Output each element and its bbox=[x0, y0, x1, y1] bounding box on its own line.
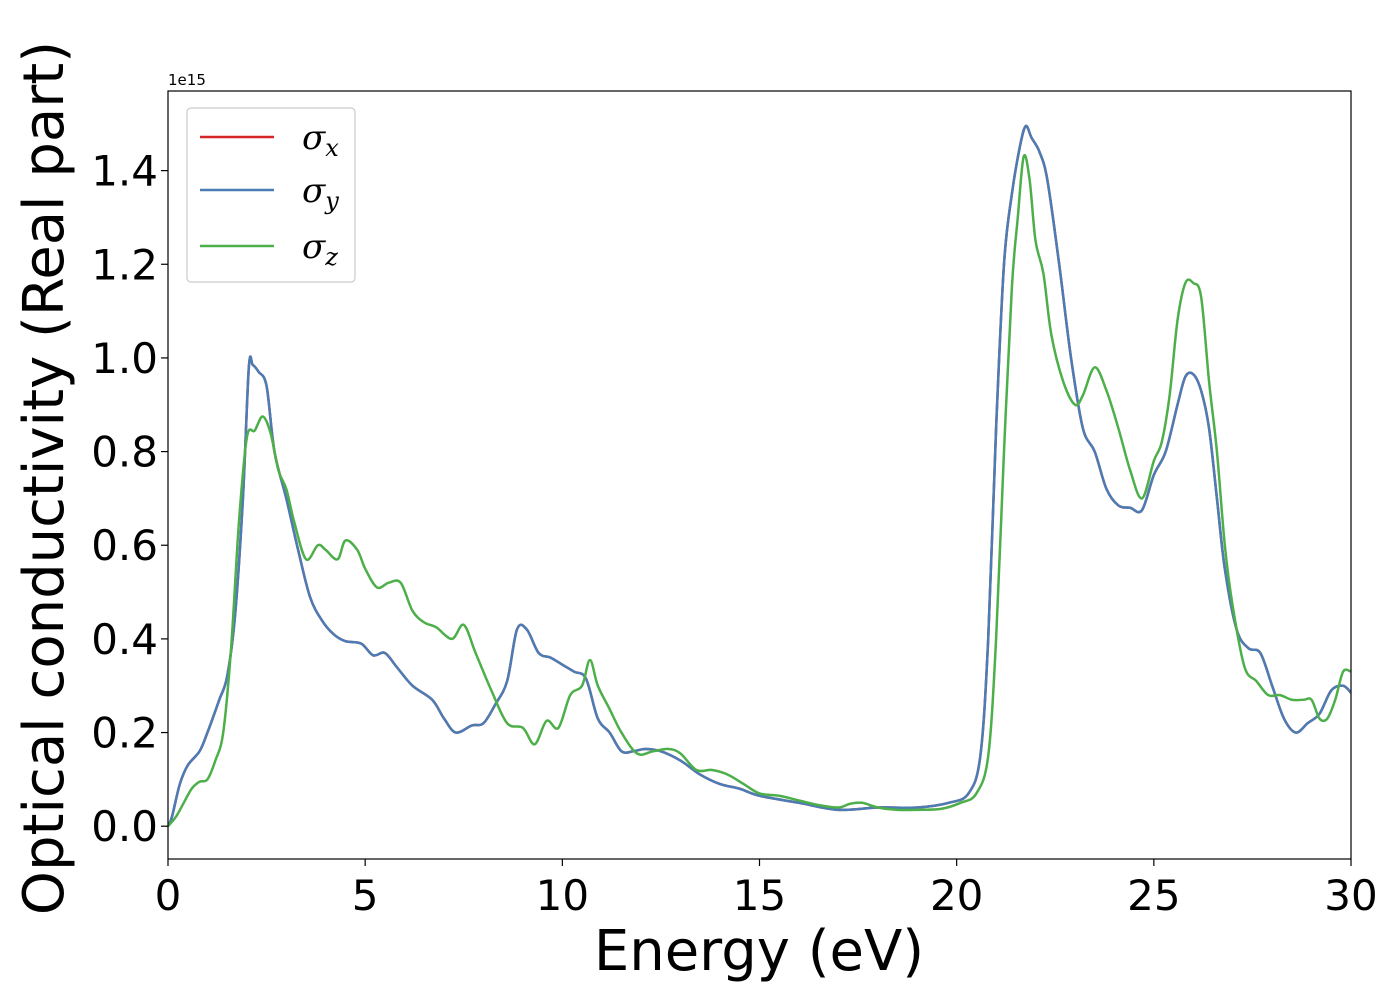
y-tick-label: 0.2 bbox=[91, 709, 158, 758]
legend-frame bbox=[186, 107, 356, 283]
y-tick-label: 1.0 bbox=[91, 334, 158, 383]
x-tick-label: 0 bbox=[155, 871, 182, 920]
x-axis-title: Energy (eV) bbox=[594, 919, 924, 984]
y-tick-label: 0.0 bbox=[91, 802, 158, 851]
y-tick-label: 0.8 bbox=[91, 428, 158, 477]
x-axis-ticks: 0 5 10 15 20 25 30 bbox=[155, 859, 1378, 920]
x-tick-label: 15 bbox=[733, 871, 786, 920]
x-tick-label: 20 bbox=[930, 871, 983, 920]
legend-label-sigma-y: σy bbox=[302, 171, 339, 215]
legend-label-sigma-x: σx bbox=[302, 118, 339, 162]
x-tick-label: 5 bbox=[352, 871, 379, 920]
x-tick-label: 25 bbox=[1127, 871, 1180, 920]
y-tick-label: 0.4 bbox=[91, 615, 158, 664]
y-tick-label: 1.4 bbox=[91, 147, 158, 196]
y-tick-label: 1.2 bbox=[91, 240, 158, 289]
y-axis-title: Optical conductivity (Real part) bbox=[12, 41, 77, 915]
series-layer bbox=[168, 124, 1351, 828]
legend-label-sigma-z: σz bbox=[302, 227, 338, 271]
y-offset-label: 1e15 bbox=[168, 71, 206, 89]
y-tick-label: 0.6 bbox=[91, 521, 158, 570]
series-line-sigma-z bbox=[168, 153, 1351, 828]
y-axis-ticks: 0.0 0.2 0.4 0.6 0.8 1.0 1.2 1.4 bbox=[91, 147, 168, 851]
x-tick-label: 10 bbox=[536, 871, 589, 920]
x-tick-label: 30 bbox=[1324, 871, 1377, 920]
legend: σx σy σz bbox=[186, 107, 356, 283]
series-line-sigma-y bbox=[168, 124, 1351, 827]
